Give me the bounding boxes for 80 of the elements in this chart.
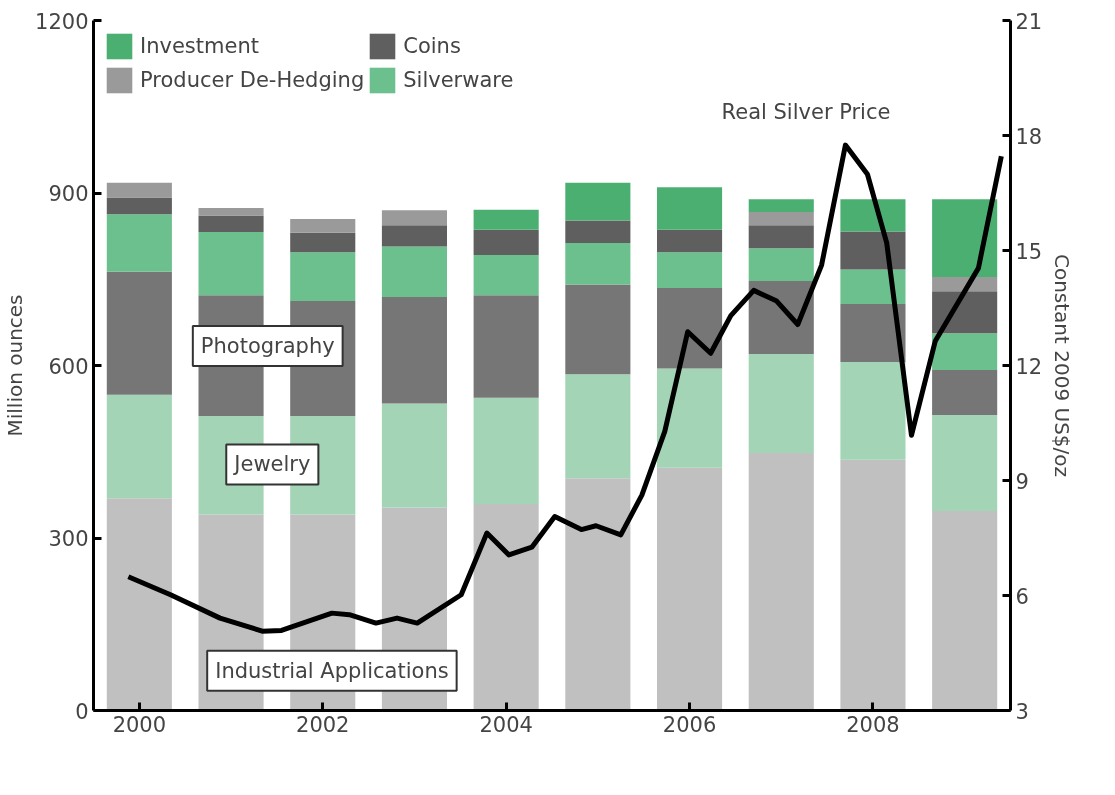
bar [473, 255, 539, 296]
bar [290, 218, 356, 233]
series-label: Industrial Applications [215, 658, 449, 683]
bar [657, 229, 723, 253]
y2-tick-label: 3 [1015, 699, 1029, 724]
bar [932, 510, 998, 711]
bar [106, 182, 172, 198]
x-tick-label: 2006 [662, 712, 717, 737]
bar [748, 452, 814, 711]
y-tick-label: 1200 [35, 9, 89, 34]
bar [565, 220, 631, 244]
bar [106, 394, 172, 499]
bar [657, 287, 723, 369]
y-tick-label: 300 [48, 527, 89, 551]
bar [473, 229, 539, 256]
series-label: Jewelry [232, 452, 311, 477]
bar [565, 478, 631, 711]
y2-tick-label: 18 [1015, 124, 1043, 149]
legend-label: Producer De-Hedging [140, 68, 365, 92]
bar [473, 397, 539, 505]
bar [473, 295, 539, 398]
x-tick-label: 2008 [846, 712, 900, 737]
bar [932, 333, 998, 371]
bar [473, 209, 539, 230]
bar [748, 354, 814, 453]
bar [840, 303, 906, 363]
bar [840, 362, 906, 460]
bar [840, 199, 906, 232]
bar [657, 368, 723, 468]
text: Real Silver Price [721, 100, 891, 124]
y2-tick-label: 12 [1015, 354, 1043, 379]
bar [657, 467, 723, 711]
y-tick-label: 600 [48, 354, 89, 379]
y2-axis-title: Constant 2009 US$/oz [1050, 253, 1075, 478]
y-axis-title: Million ounces [3, 294, 28, 437]
bar [840, 459, 906, 711]
bar [106, 214, 172, 272]
bar [290, 252, 356, 302]
bar [748, 225, 814, 249]
y-tick-label: 0 [75, 699, 89, 724]
x-tick-label: 2002 [296, 712, 350, 737]
bar [198, 207, 264, 216]
bar [381, 297, 447, 404]
bar [565, 182, 631, 221]
bar [748, 248, 814, 281]
bar [748, 199, 814, 212]
x-tick-label: 2000 [112, 712, 167, 737]
bar [198, 232, 264, 296]
bar [198, 215, 264, 233]
y2-tick-label: 21 [1015, 9, 1043, 34]
bar [932, 414, 998, 511]
bar [657, 187, 723, 230]
bar [657, 252, 723, 288]
bar [840, 269, 906, 304]
bar [106, 498, 172, 711]
bar [565, 284, 631, 375]
bar [565, 374, 631, 479]
y-tick-label: 900 [48, 182, 89, 206]
legend-label: Coins [403, 34, 461, 58]
bar [381, 403, 447, 508]
bar [473, 504, 539, 711]
bar [748, 211, 814, 226]
bar [840, 231, 906, 270]
bar [932, 370, 998, 415]
y2-tick-label: 9 [1015, 469, 1029, 494]
bar [381, 210, 447, 226]
series-label: Photography [200, 333, 335, 358]
bar [106, 197, 172, 215]
y2-tick-label: 6 [1015, 584, 1029, 609]
y2-tick-label: 15 [1015, 239, 1043, 264]
bar [932, 199, 998, 277]
legend-label: Investment [140, 34, 259, 58]
x-tick-label: 2004 [479, 712, 533, 737]
bar [290, 232, 356, 253]
bar [565, 243, 631, 285]
legend-label: Silverware [403, 68, 514, 92]
bar [381, 225, 447, 247]
bar [106, 271, 172, 395]
bar [381, 246, 447, 298]
bar [932, 291, 998, 334]
